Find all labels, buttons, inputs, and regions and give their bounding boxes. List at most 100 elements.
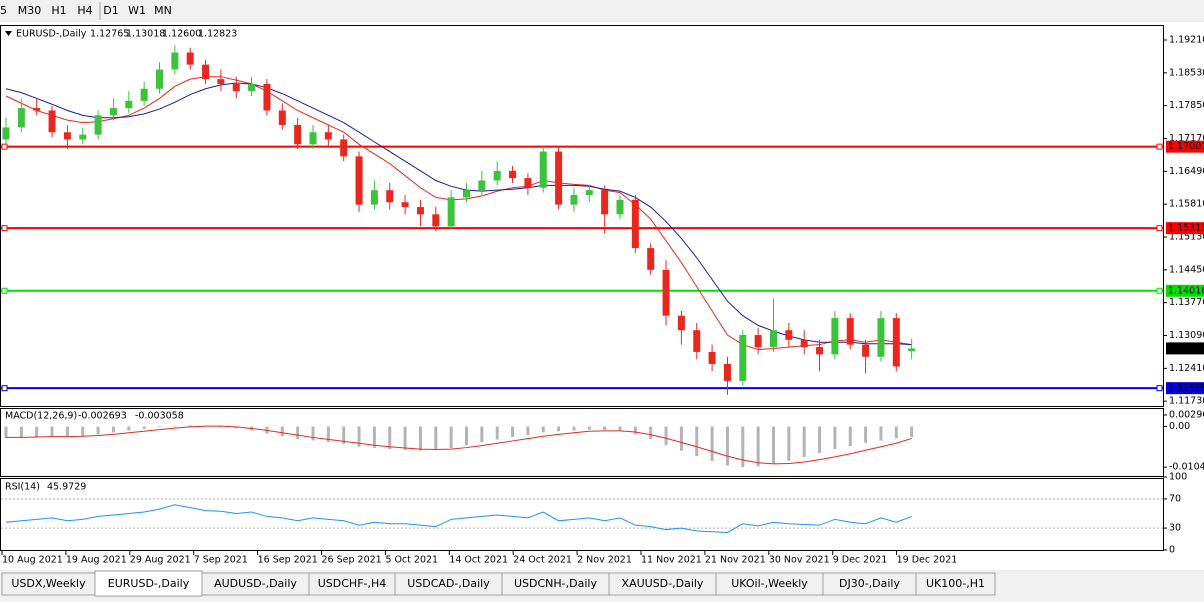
macd-bar	[280, 426, 284, 437]
active-tab[interactable]	[94, 570, 203, 597]
tab-label[interactable]: UK100-,H1	[926, 577, 985, 590]
x-tick-label: 14 Oct 2021	[449, 555, 508, 566]
timeframe-button[interactable]: MN	[154, 4, 172, 17]
x-tick-label: 19 Aug 2021	[66, 555, 127, 566]
tab-label[interactable]: AUDUSD-,Daily	[214, 577, 297, 590]
level-tag	[1166, 382, 1204, 395]
candle-body	[416, 207, 424, 215]
candle-body	[324, 132, 332, 140]
tab[interactable]	[915, 572, 996, 596]
x-tick-label: 10 Aug 2021	[2, 555, 63, 566]
candle-body	[892, 318, 900, 367]
macd-bar	[388, 426, 392, 450]
tab-label[interactable]: EURUSD-,Daily	[108, 577, 190, 590]
x-tick-label: 21 Nov 2021	[705, 555, 766, 566]
timeframe-button[interactable]: H4	[77, 4, 92, 17]
candle-body	[2, 127, 10, 140]
candle-body	[94, 115, 102, 135]
tab-label[interactable]: USDCHF-,H4	[318, 577, 387, 590]
macd-bar	[710, 426, 714, 461]
macd-bar	[894, 426, 898, 439]
macd-bar	[772, 426, 775, 464]
candle-body	[140, 88, 148, 101]
tab-label[interactable]: USDCAD-,Daily	[407, 577, 490, 590]
macd-bar	[234, 426, 238, 429]
x-tick-label: 29 Aug 2021	[130, 555, 191, 566]
macd-bar	[664, 426, 668, 446]
macd-bar	[158, 426, 161, 428]
moving-average	[5, 82, 912, 346]
timeframe-button[interactable]: M30	[18, 4, 42, 17]
y-tick-label: -0.01042	[1169, 462, 1204, 473]
macd-bar	[526, 426, 530, 436]
price-tag	[1166, 342, 1204, 355]
candle-body	[463, 190, 470, 198]
x-tick-label: 11 Nov 2021	[641, 555, 702, 566]
x-tick-label: 16 Sep 2021	[258, 555, 318, 566]
macd-bar	[65, 426, 69, 437]
candle-body	[109, 108, 117, 116]
level-label: 1.11999	[1168, 383, 1204, 394]
candle-body	[723, 363, 731, 381]
candle-body	[355, 156, 363, 205]
candle-body	[186, 52, 194, 65]
candle-body	[509, 170, 517, 179]
candle-body	[862, 344, 870, 357]
macd-bar	[695, 426, 699, 457]
candle-body	[309, 132, 317, 145]
macd-bar	[618, 426, 622, 431]
rsi-panel	[0, 478, 1164, 551]
y-tick-label: 1.17850	[1169, 100, 1204, 111]
macd-bar	[480, 426, 484, 443]
macd-bar	[4, 426, 8, 439]
x-tick-label: 24 Oct 2021	[513, 555, 572, 566]
x-tick-label: 9 Dec 2021	[833, 555, 888, 566]
candle-body	[816, 347, 824, 355]
candle-body	[662, 269, 670, 316]
candle-body	[800, 339, 808, 348]
macd-bar	[173, 425, 177, 427]
macd-bar	[142, 426, 146, 429]
timeframe-button[interactable]: 5	[0, 4, 7, 17]
tab-label[interactable]: USDCNH-,Daily	[514, 577, 597, 590]
candle-body	[585, 190, 593, 195]
tab-label[interactable]: USDX,Weekly	[11, 577, 86, 590]
macd-bar	[357, 426, 361, 447]
header-value: 1.12765	[90, 29, 129, 40]
macd-bar	[81, 426, 85, 436]
x-tick-label: 7 Sep 2021	[194, 555, 248, 566]
macd-bar	[541, 426, 545, 433]
candle-body	[877, 318, 885, 357]
x-tick-label: 19 Dec 2021	[897, 555, 958, 566]
candle-body	[539, 151, 547, 188]
level-handle	[1156, 287, 1163, 294]
tab-label[interactable]: XAUUSD-,Daily	[622, 577, 704, 590]
candle-body	[202, 64, 210, 80]
level-tag	[1166, 140, 1204, 153]
level-label: 1.17001	[1168, 141, 1204, 152]
tab-label[interactable]: DJ30-,Daily	[839, 577, 901, 590]
y-tick-label: 1.12410	[1169, 363, 1204, 374]
macd-bar	[96, 426, 100, 435]
y-tick-label: 1.16490	[1169, 166, 1204, 177]
candle-body	[370, 190, 378, 205]
candle-body	[493, 170, 501, 181]
macd-bar	[802, 426, 806, 457]
macd-signal-line	[6, 425, 912, 465]
macd-bar	[372, 426, 376, 448]
level-tag	[1166, 284, 1204, 297]
candle-body	[294, 124, 302, 145]
macd-bar	[572, 426, 576, 431]
macd-bar	[557, 426, 561, 432]
tab-label[interactable]: UKOil-,Weekly	[731, 577, 808, 590]
candle-body	[770, 330, 777, 348]
timeframe-button[interactable]: D1	[103, 4, 118, 17]
candle-body	[693, 330, 701, 352]
macd-bar	[633, 426, 637, 435]
candle-body	[33, 108, 41, 111]
timeframe-button[interactable]: W1	[128, 4, 146, 17]
timeframe-button[interactable]: H1	[51, 4, 66, 17]
y-tick-label: 0	[1169, 545, 1175, 556]
